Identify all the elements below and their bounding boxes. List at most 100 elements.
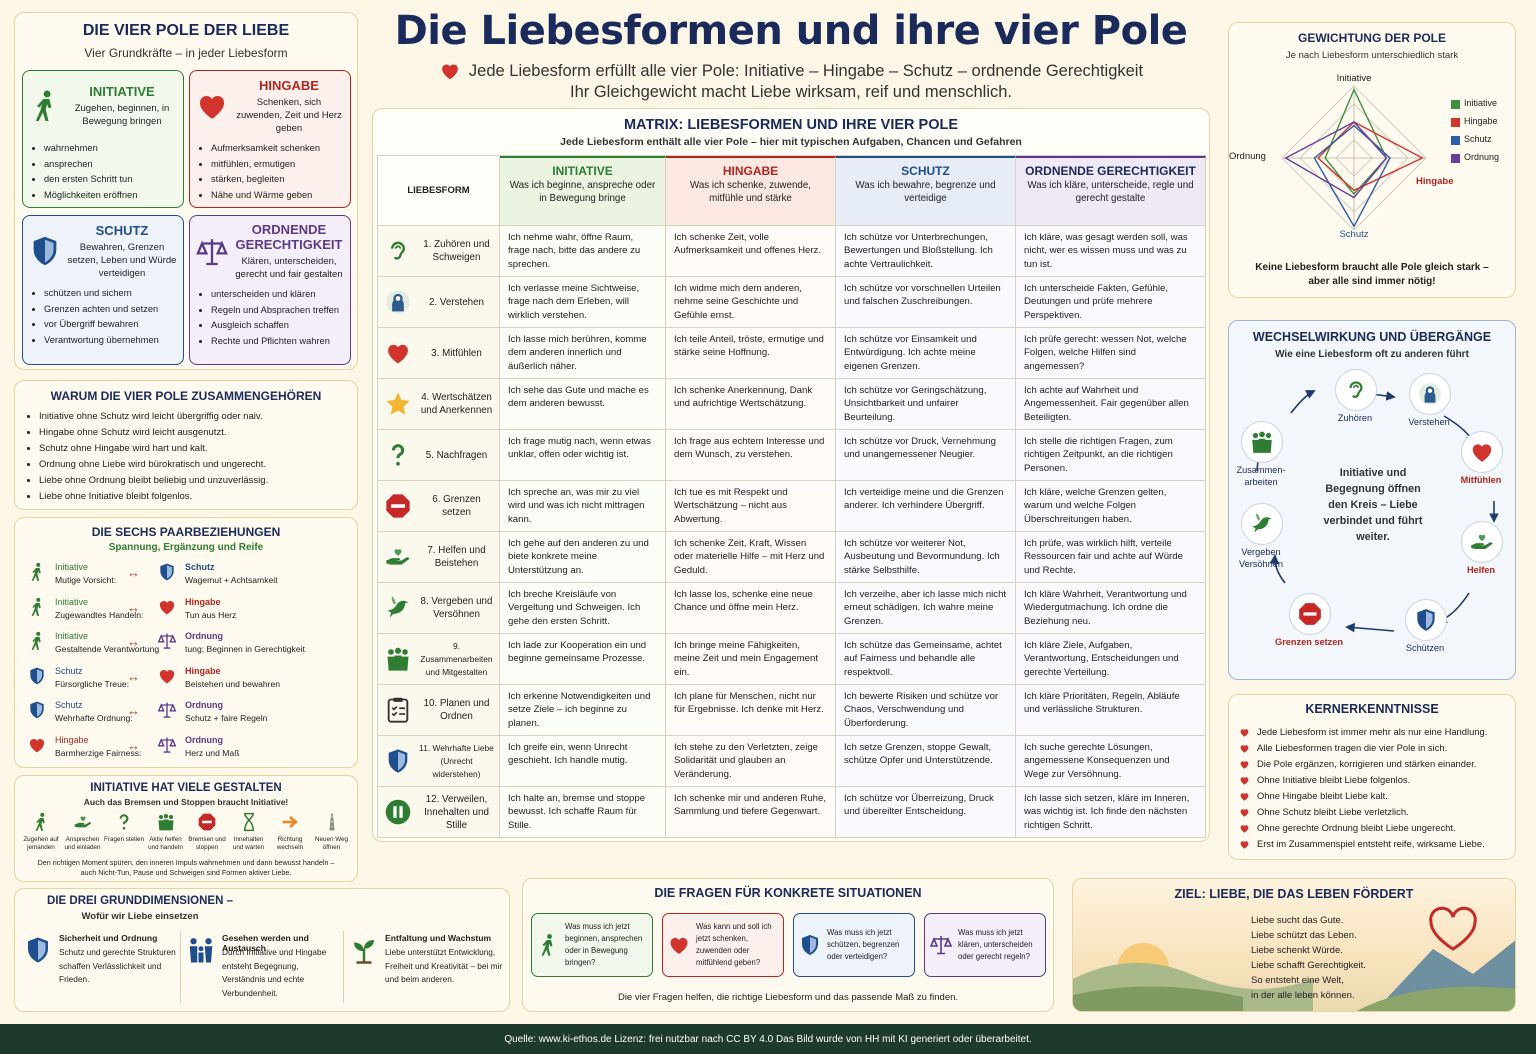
dim-text: Durch Initiative und Hingabe entsteht Be… (222, 947, 327, 998)
pole-text: HINGABE Schenken, sich zuwenden, Zeit und… (233, 78, 345, 135)
icon-part (388, 344, 408, 364)
icon-part (387, 655, 409, 671)
pole-item: Regeln und Absprachen treffen (211, 303, 345, 319)
icon-part (541, 940, 553, 956)
row-label: 6. Grenzen setzen (432, 494, 481, 518)
icon-part (31, 631, 41, 650)
panel-title: WARUM DIE VIER POLE ZUSAMMENGEHÖREN (50, 389, 322, 403)
icon-part (36, 562, 41, 567)
row-label-cell: 1. Zuhören und Schweigen (378, 226, 500, 277)
pole-list: unterscheiden und klärenRegeln und Abspr… (195, 287, 345, 349)
form-label: Bremsen und stoppen (188, 836, 226, 851)
icon (322, 812, 342, 832)
icon-part (35, 812, 45, 831)
cycle-label: Verstehen (1408, 417, 1450, 427)
column-desc: Was ich schenke, zuwende, mitfühle und s… (689, 180, 812, 204)
row-label: 2. Verstehen (428, 296, 484, 308)
matrix-cell: Ich schütze vor weiterer Not, Ausbeutung… (836, 532, 1016, 583)
icon-part (1471, 534, 1493, 550)
pole-desc: Schenken, sich zuwenden, Zeit und Herz g… (236, 96, 342, 134)
column-name: ORDNENDE GERECHTIGKEIT (1025, 164, 1196, 178)
goal-line: Liebe schenkt Würde. (1251, 945, 1343, 956)
icon-part (1427, 388, 1433, 393)
question-card: Was muss ich jetzt schützen, begrenzen o… (793, 913, 915, 977)
icon-part (243, 812, 254, 832)
icon-part (385, 799, 411, 825)
icon-part (394, 647, 402, 654)
pole-item: Aufmerksamkeit schenken (211, 141, 345, 157)
icon-part (202, 238, 222, 265)
dim-title: Gesehen werden und Austausch (222, 933, 309, 953)
pole-card: ORDNENDE GERECHTIGKEIT Klären, unterschei… (189, 215, 351, 365)
icon (384, 390, 412, 418)
icon-part (387, 600, 409, 618)
icon-part (387, 647, 409, 671)
row-label: 8. Vergeben und Versöhnen (420, 596, 493, 620)
matrix-cell: Ich kläre, was gesagt werden soll, was n… (1016, 226, 1206, 277)
icon-part (119, 814, 129, 830)
arrow-part (1269, 554, 1286, 584)
legend-swatch (1451, 118, 1460, 127)
icon-part (43, 90, 51, 98)
why-list: Initiative ohne Schutz wird leicht überg… (25, 409, 268, 505)
icon-part (402, 649, 408, 655)
pair-text: Herz und Maß (185, 747, 240, 758)
panel-title: GEWICHTUNG DER POLE (1297, 31, 1446, 45)
matrix-cell: Ich schütze vor Druck, Vernehmung und un… (836, 430, 1016, 481)
matrix-cell: Ich suche gerechte Lösungen, angemessene… (1016, 736, 1206, 787)
divider (180, 931, 181, 1003)
matrix-cell: Ich kläre Ziele, Aufgaben, Verantwortung… (1016, 634, 1206, 685)
matrix-table: LIEBESFORM INITIATIVE Was ich beginne, ans… (377, 155, 1206, 838)
icon-part (391, 241, 406, 260)
question-text: Was kann und soll ich jetzt schenken, zu… (696, 922, 772, 967)
pair-text: Barmherzige Fairness: (55, 747, 142, 758)
goal-line: Liebe schützt das Leben. (1251, 930, 1357, 941)
pole-name: INITIATIVE (89, 84, 155, 99)
icon-part (386, 494, 410, 518)
radar-shape (1313, 124, 1391, 228)
icon-part (1252, 513, 1272, 533)
icon-part (1252, 517, 1272, 533)
pole-text: SCHUTZ Bewahren, Grenzen setzen, Leben un… (66, 223, 178, 280)
icon (27, 700, 47, 720)
why-item: Liebe ohne Ordnung bleibt beliebig und u… (39, 473, 268, 489)
pole-head: HINGABE Schenken, sich zuwenden, Zeit und… (195, 77, 345, 135)
cycle-node (1461, 431, 1503, 473)
icon-part (29, 738, 45, 752)
pole-item: Nähe und Wärme geben (211, 188, 345, 204)
icon-part (282, 815, 298, 829)
weights-note: Keine Liebesform braucht alle Pole gleic… (1255, 262, 1489, 287)
insight-item: Ohne gerechte Ordnung bleibt Liebe unger… (1257, 822, 1456, 833)
panel-subtitle: Spannung, Ergänzung und Reife (108, 542, 264, 553)
icon-part (31, 562, 41, 581)
matrix-cell: Ich schenke Anerkennung, Dank und aufric… (666, 379, 836, 430)
icon-part (386, 549, 410, 565)
icon-part (45, 239, 54, 263)
icon-part (157, 702, 177, 718)
icon-part (393, 806, 397, 818)
icon (1239, 759, 1250, 770)
icon-part (1259, 431, 1265, 438)
row-label-cell: 3. Mitfühlen (378, 328, 500, 379)
icon (1239, 823, 1250, 834)
divider (343, 931, 344, 1003)
pair-arrow: ↔ (127, 703, 140, 718)
column-header: INITIATIVE Was ich beginne, anspreche ode… (500, 156, 666, 226)
pole-head: SCHUTZ Bewahren, Grenzen setzen, Leben un… (28, 222, 178, 280)
pole-desc: Klären, unterscheiden, gerecht und fair … (235, 256, 343, 280)
icon-part (1417, 609, 1435, 631)
icon (384, 288, 412, 316)
pair-name: Schutz (55, 665, 83, 676)
icon (349, 935, 379, 965)
icon-part (670, 937, 688, 954)
icon-part (158, 815, 163, 819)
pairs-panel: DIE SECHS PAARBEZIEHUNGEN Spannung, Ergän… (14, 517, 358, 768)
icon (186, 935, 216, 965)
dims-panel: DIE DREI GRUNDDIMENSIONEN – Wofür wir Lie… (14, 888, 510, 1012)
matrix-cell: Ich verzeihe, aber ich lasse mich nicht … (836, 583, 1016, 634)
form-label: Neuen Weg öffnen (314, 836, 349, 851)
question-card: Was muss ich jetzt klären, unterscheiden… (924, 913, 1046, 977)
question-text: Was muss ich jetzt beginnen, ansprechen … (565, 922, 643, 967)
panel-title: INITIATIVE HAT VIELE GESTALTEN (90, 782, 282, 794)
